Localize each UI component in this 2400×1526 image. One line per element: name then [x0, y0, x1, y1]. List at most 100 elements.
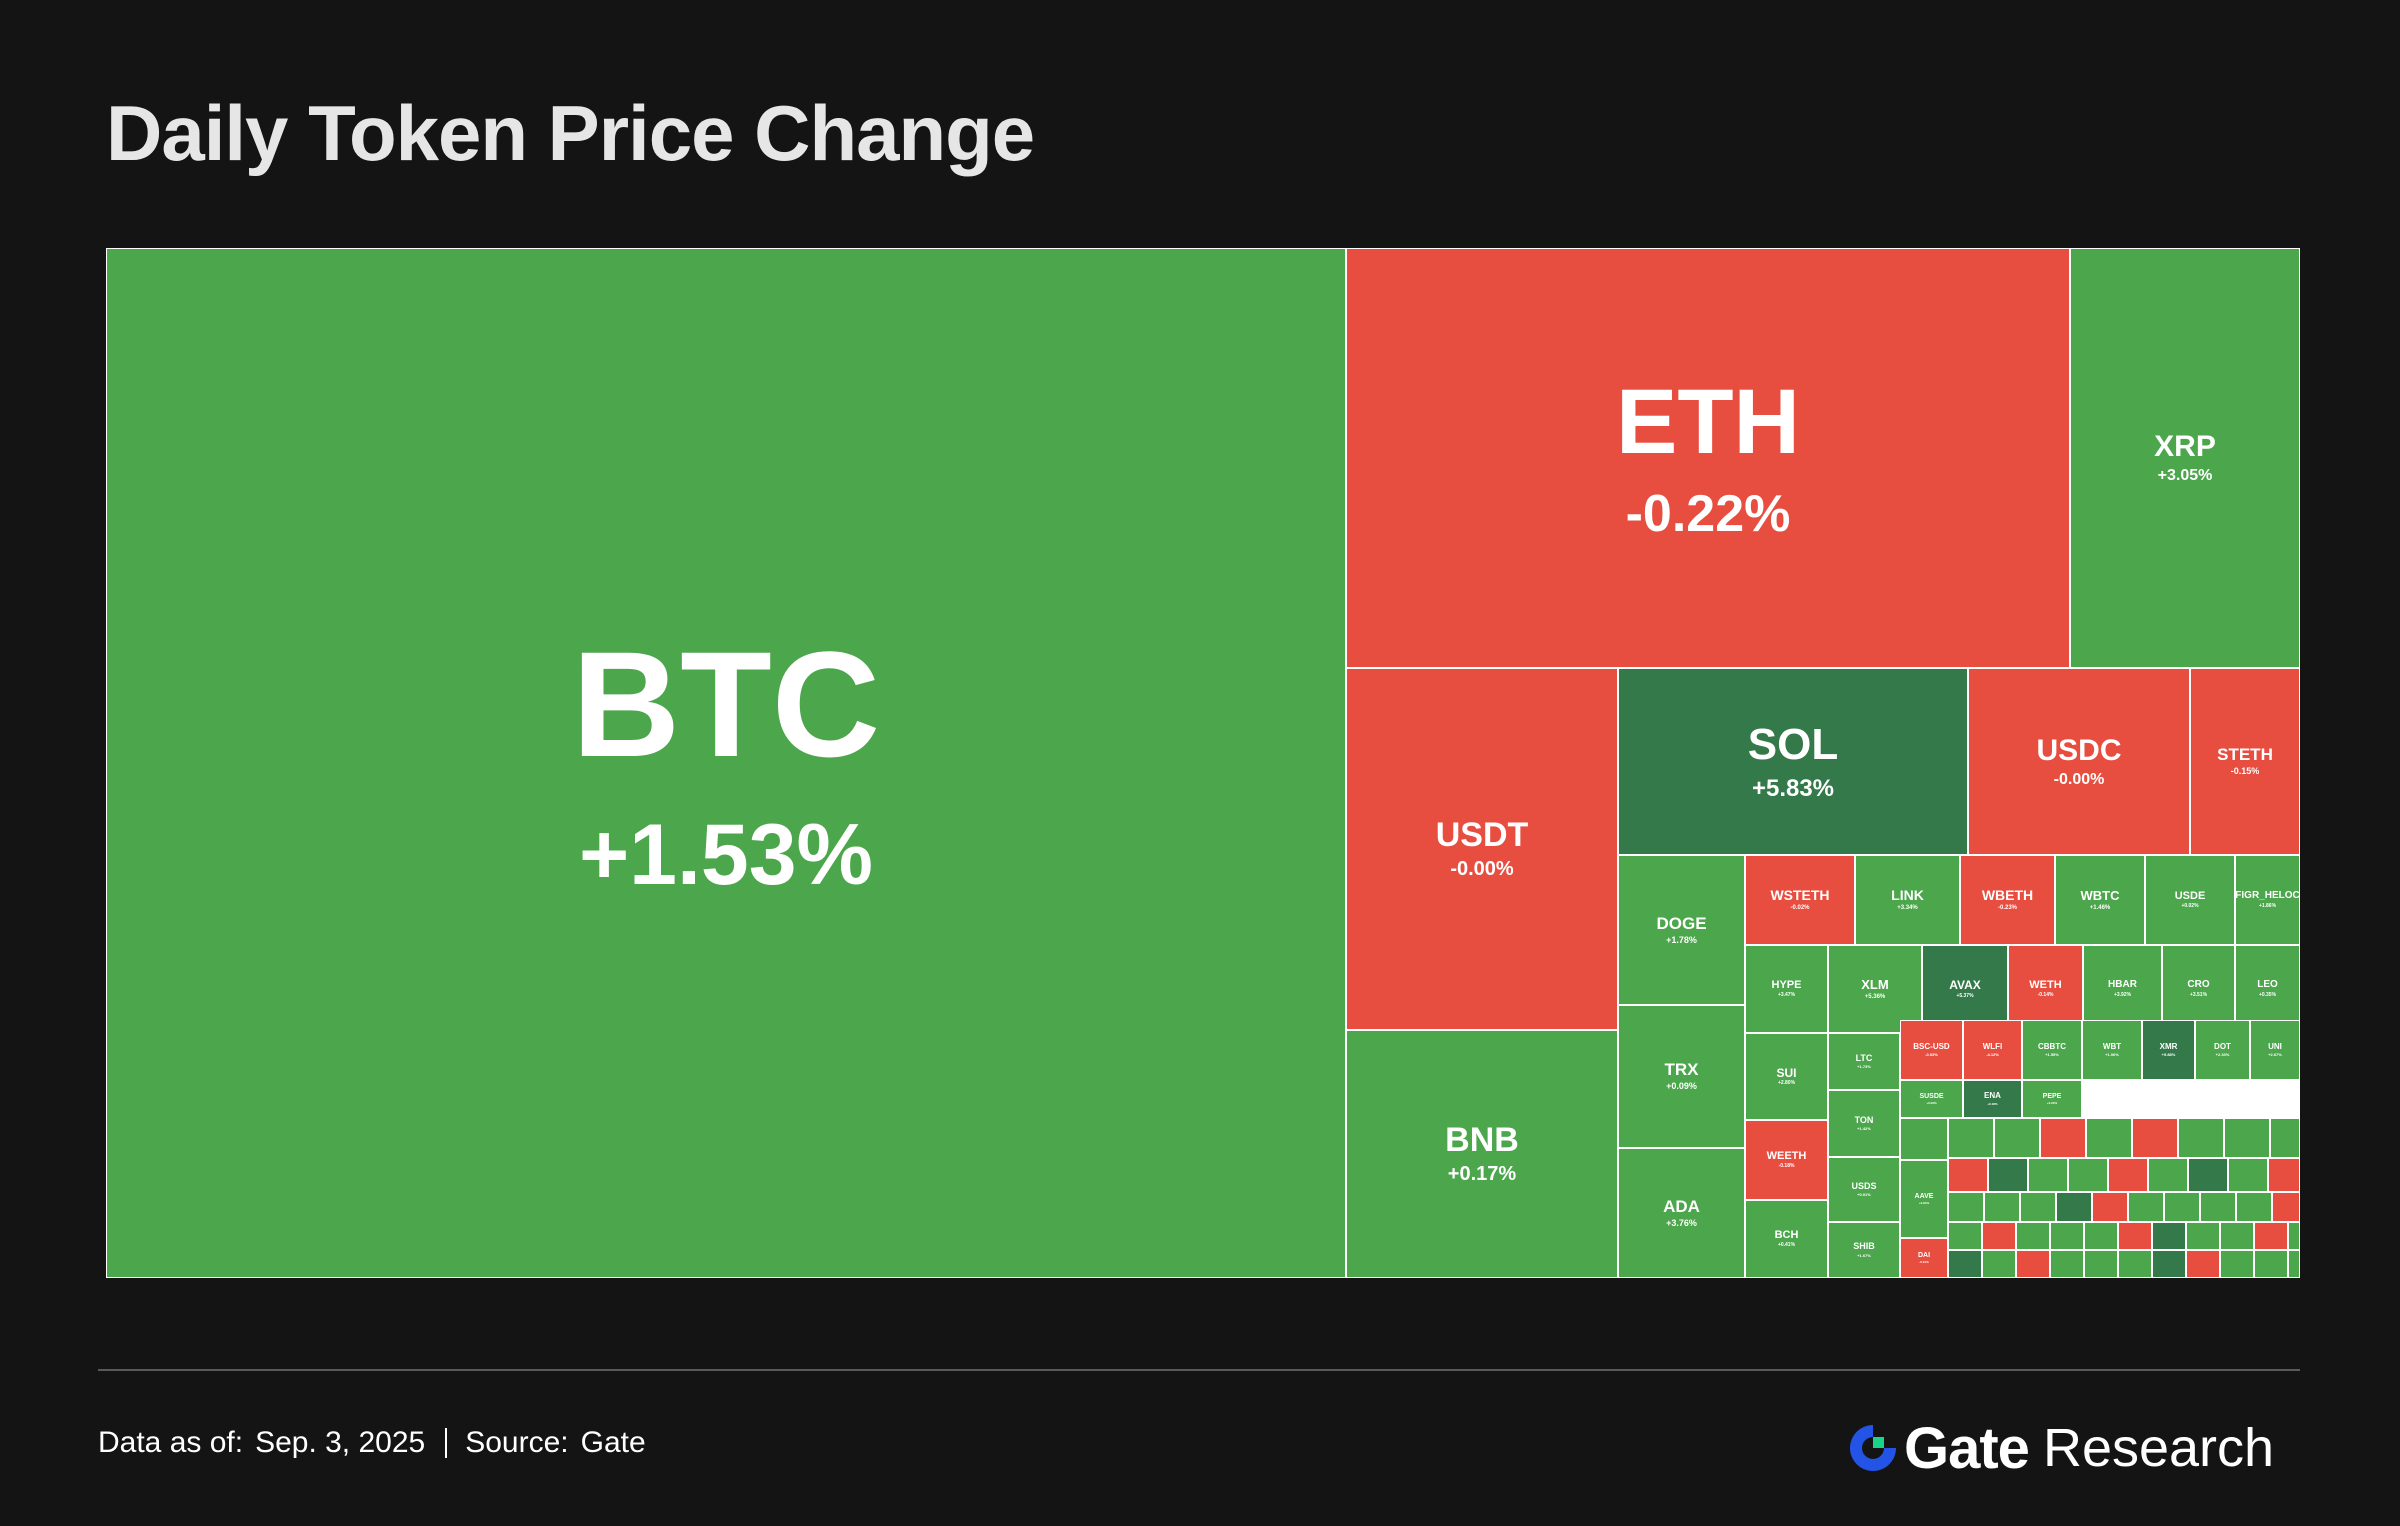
tile-minor[interactable] [2118, 1250, 2152, 1278]
tile-uni[interactable]: UNI +2.67% [2250, 1020, 2300, 1080]
tile-bch[interactable]: BCH +0.41% [1745, 1200, 1828, 1278]
tile-bsc-usd[interactable]: BSC-USD -0.03% [1900, 1020, 1963, 1080]
tile-minor[interactable] [2016, 1222, 2050, 1250]
tile-usde[interactable]: USDE +0.02% [2145, 855, 2235, 945]
tile-minor[interactable] [2016, 1250, 2050, 1278]
tile-minor[interactable] [1948, 1250, 1982, 1278]
tile-minor[interactable] [1982, 1250, 2016, 1278]
tile-weeth[interactable]: WEETH -0.18% [1745, 1120, 1828, 1200]
tile-minor[interactable] [1948, 1192, 1984, 1222]
tile-ton[interactable]: TON +1.42% [1828, 1090, 1900, 1157]
tile-btc[interactable]: BTC +1.53% [106, 248, 1346, 1278]
tile-dai[interactable]: DAI -0.01% [1900, 1238, 1948, 1278]
tile-usdc[interactable]: USDC -0.00% [1968, 668, 2190, 855]
tile-minor[interactable] [1984, 1192, 2020, 1222]
tile-minor[interactable] [2128, 1192, 2164, 1222]
tile-minor[interactable] [2092, 1192, 2128, 1222]
tile-change: +5.83% [1751, 774, 1835, 802]
tile-ada[interactable]: ADA +3.76% [1618, 1148, 1745, 1278]
tile-minor[interactable] [1994, 1118, 2040, 1158]
tile-minor[interactable] [2086, 1118, 2132, 1158]
tile-minor[interactable] [2164, 1192, 2200, 1222]
tile-sol[interactable]: SOL +5.83% [1618, 668, 1968, 855]
tile-minor[interactable] [2220, 1222, 2254, 1250]
tile-minor[interactable] [2254, 1250, 2288, 1278]
tile-minor[interactable] [2270, 1118, 2300, 1158]
tile-minor[interactable] [1948, 1222, 1982, 1250]
tile-minor[interactable] [2028, 1158, 2068, 1192]
tile-eth[interactable]: ETH -0.22% [1346, 248, 2070, 668]
tile-minor[interactable] [2050, 1222, 2084, 1250]
tile-link[interactable]: LINK +3.34% [1855, 855, 1960, 945]
tile-minor[interactable] [2178, 1118, 2224, 1158]
tile-cbbtc[interactable]: CBBTC +1.55% [2022, 1020, 2082, 1080]
tile-minor[interactable] [2188, 1158, 2228, 1192]
tile-leo[interactable]: LEO +0.35% [2235, 945, 2300, 1033]
tile-change: +2.33% [2215, 1052, 2230, 1058]
tile-minor[interactable] [2056, 1192, 2092, 1222]
tile-change: +3.76% [1666, 1217, 1697, 1228]
tile-change: +3.05% [2157, 467, 2213, 485]
tile-steth[interactable]: STETH -0.15% [2190, 668, 2300, 855]
tile-symbol: TON [1854, 1114, 1874, 1125]
tile-aave[interactable]: AAVE +2.94% [1900, 1160, 1948, 1238]
tile-minor[interactable] [2108, 1158, 2148, 1192]
tile-minor[interactable] [2040, 1118, 2086, 1158]
tile-figr_heloc[interactable]: FIGR_HELOC +1.86% [2235, 855, 2300, 945]
tile-minor[interactable] [2224, 1118, 2270, 1158]
tile-minor[interactable] [2268, 1158, 2300, 1192]
tile-minor[interactable] [1948, 1118, 1994, 1158]
tile-minor[interactable] [2118, 1222, 2152, 1250]
tile-sui[interactable]: SUI +2.80% [1745, 1033, 1828, 1120]
tile-wbt[interactable]: WBT +1.06% [2082, 1020, 2142, 1080]
tile-xmr[interactable]: XMR +5.88% [2142, 1020, 2195, 1080]
tile-minor[interactable] [2186, 1250, 2220, 1278]
footer-separator [445, 1428, 448, 1458]
tile-minor[interactable] [2132, 1118, 2178, 1158]
tile-wbtc[interactable]: WBTC +1.46% [2055, 855, 2145, 945]
tile-minor[interactable] [2050, 1250, 2084, 1278]
gate-logo-icon [1850, 1425, 1896, 1471]
tile-minor[interactable] [2236, 1192, 2272, 1222]
tile-shib[interactable]: SHIB +1.67% [1828, 1222, 1900, 1278]
tile-minor[interactable] [2148, 1158, 2188, 1192]
tile-minor[interactable] [2020, 1192, 2056, 1222]
tile-minor[interactable] [2288, 1222, 2300, 1250]
tile-ena[interactable]: ENA +6.18% [1963, 1080, 2022, 1118]
tile-cro[interactable]: CRO +3.51% [2162, 945, 2235, 1033]
tile-minor[interactable] [2228, 1158, 2268, 1192]
tile-minor[interactable] [2068, 1158, 2108, 1192]
tile-minor[interactable] [2200, 1192, 2236, 1222]
tile-usdt[interactable]: USDT -0.00% [1346, 668, 1618, 1030]
tile-change: +1.06% [2105, 1052, 2119, 1058]
tile-change: +1.67% [1857, 1252, 1871, 1258]
tile-minor[interactable] [1982, 1222, 2016, 1250]
tile-minor[interactable] [2152, 1250, 2186, 1278]
tile-minor[interactable] [2084, 1250, 2118, 1278]
tile-xrp[interactable]: XRP +3.05% [2070, 248, 2300, 668]
tile-xmr2[interactable] [1900, 1118, 1948, 1160]
tile-minor[interactable] [2272, 1192, 2300, 1222]
tile-minor[interactable] [2220, 1250, 2254, 1278]
tile-usds[interactable]: USDS +0.01% [1828, 1157, 1900, 1222]
tile-wlfi[interactable]: WLFI -4.12% [1963, 1020, 2022, 1080]
tile-minor[interactable] [2186, 1222, 2220, 1250]
tile-doge[interactable]: DOGE +1.78% [1618, 855, 1745, 1005]
tile-pepe[interactable]: PEPE +2.23% [2022, 1080, 2082, 1118]
tile-minor[interactable] [2084, 1222, 2118, 1250]
tile-ltc[interactable]: LTC +1.73% [1828, 1033, 1900, 1090]
tile-dot[interactable]: DOT +2.33% [2195, 1020, 2250, 1080]
tile-susde[interactable]: SUSDE +0.03% [1900, 1080, 1963, 1118]
tile-minor[interactable] [2288, 1250, 2300, 1278]
tile-hype[interactable]: HYPE +3.47% [1745, 945, 1828, 1033]
tile-minor[interactable] [1948, 1158, 1988, 1192]
tile-xlm[interactable]: XLM +5.36% [1828, 945, 1922, 1033]
tile-bnb[interactable]: BNB +0.17% [1346, 1030, 1618, 1278]
tile-symbol: USDE [2174, 889, 2206, 902]
tile-wbeth[interactable]: WBETH -0.23% [1960, 855, 2055, 945]
tile-trx[interactable]: TRX +0.09% [1618, 1005, 1745, 1148]
tile-minor[interactable] [2152, 1222, 2186, 1250]
tile-wsteth[interactable]: WSTETH -0.02% [1745, 855, 1855, 945]
tile-minor[interactable] [1988, 1158, 2028, 1192]
tile-minor[interactable] [2254, 1222, 2288, 1250]
